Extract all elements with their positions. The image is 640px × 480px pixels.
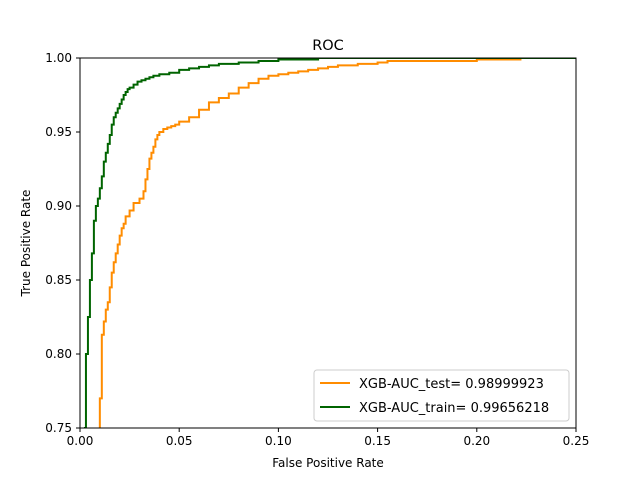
x-tick-label: 0.05 [166, 434, 193, 448]
y-tick-label: 0.75 [45, 421, 72, 435]
y-tick-label: 0.95 [45, 125, 72, 139]
y-axis-label: True Positive Rate [19, 190, 33, 298]
y-tick-label: 0.80 [45, 347, 72, 361]
x-tick-label: 0.20 [463, 434, 490, 448]
x-tick-label: 0.25 [563, 434, 590, 448]
legend-box [313, 369, 570, 422]
y-axis-ticks: 0.75 0.80 0.85 0.90 0.95 1.00 [45, 51, 80, 435]
legend: XGB-AUC_test= 0.98999923 XGB-AUC_train= … [313, 369, 570, 422]
series-layer [83, 58, 576, 428]
y-tick-label: 1.00 [45, 51, 72, 65]
x-axis-label: False Positive Rate [272, 456, 384, 470]
plot-frame [79, 57, 577, 429]
roc-curve-train [83, 58, 576, 428]
x-axis-ticks: 0.00 0.05 0.10 0.15 0.20 0.25 [67, 428, 590, 448]
legend-label-test: XGB-AUC_test= 0.98999923 [359, 377, 544, 392]
roc-curve-test [98, 58, 576, 428]
chart-title: ROC [312, 38, 344, 54]
x-tick-label: 0.15 [364, 434, 391, 448]
y-tick-label: 0.85 [45, 273, 72, 287]
x-tick-label: 0.00 [67, 434, 94, 448]
legend-label-train: XGB-AUC_train= 0.99656218 [359, 401, 549, 416]
x-tick-label: 0.10 [265, 434, 292, 448]
y-tick-label: 0.90 [45, 199, 72, 213]
